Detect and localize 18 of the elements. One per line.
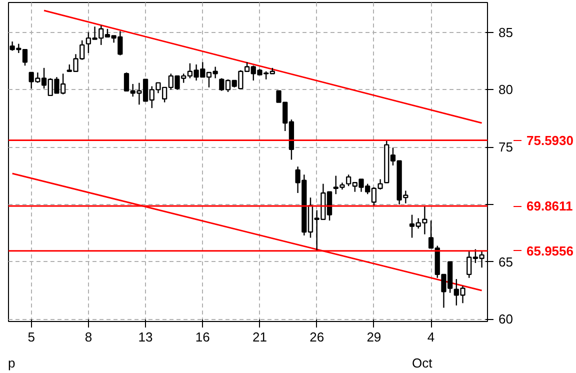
x-tick-label: 8 (84, 330, 92, 344)
y-tick-label: 85 (498, 24, 513, 40)
y-tick-label: 60 (498, 312, 513, 327)
x-tick-label: 26 (310, 330, 324, 344)
x-tick-label: 21 (252, 330, 267, 344)
ref-line-label: 69.8611 (526, 198, 573, 214)
y-tick-label: 80 (498, 82, 513, 98)
y-tick-label: 75 (498, 140, 513, 155)
text: Oct (412, 356, 433, 370)
text: p (8, 356, 16, 370)
ref-line-label: 75.5930 (526, 132, 574, 148)
ref-line-label: 65.9556 (526, 243, 574, 258)
x-tick-label: 16 (195, 330, 210, 344)
x-tick-label: 5 (28, 330, 35, 344)
x-tick-label: 4 (427, 330, 435, 344)
x-tick-label: 13 (138, 330, 153, 344)
x-tick-label: 29 (366, 330, 382, 344)
y-tick-label: 65 (498, 254, 513, 270)
